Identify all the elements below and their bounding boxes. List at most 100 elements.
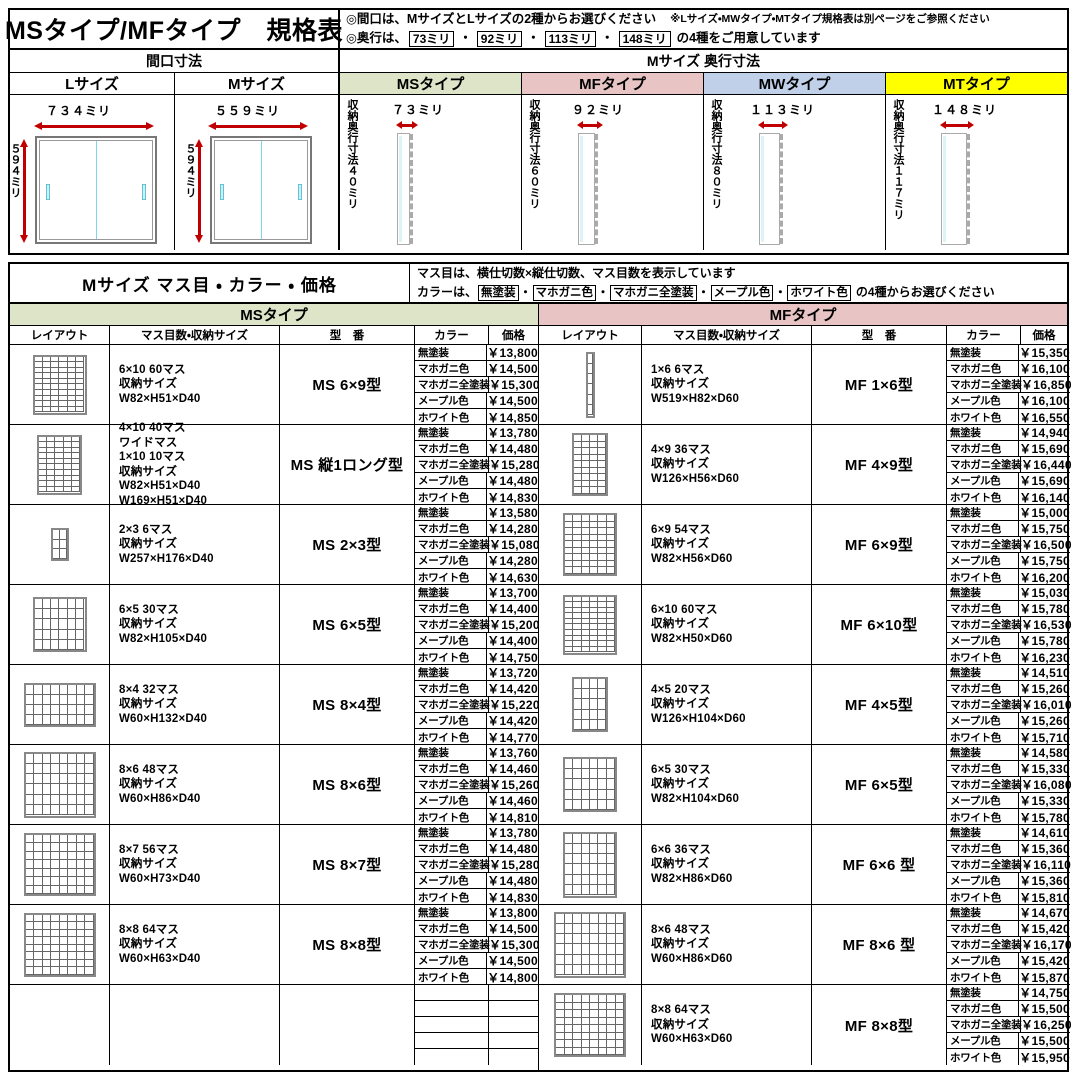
cell-count: 8×7 56マス [119, 843, 180, 856]
table-row[interactable]: 6×9 54マス 収納サイズ W82×H56×D60 MF 6×9型 無塗装 ￥15,00… [539, 505, 1072, 585]
mt-depth-label: １４８ミリ [932, 103, 998, 117]
color-name: ホワイト色 [947, 489, 1020, 505]
price-value: ￥15,780 [1019, 634, 1070, 648]
color-name: ホワイト色 [947, 569, 1020, 585]
layout-diagram [572, 433, 608, 496]
spec-cell: 8×6 48マス 収納サイズ W60×H86×D60 [642, 905, 812, 984]
cell-spec: 6×5 30マス 収納サイズ W82×H105×D40 [119, 603, 207, 647]
color-name: メープル色 [947, 393, 1020, 408]
cell-count: 6×10 60マス [119, 363, 186, 376]
storage-size: W60×H63×D40 [119, 952, 201, 965]
layout-diagram [32, 354, 87, 415]
table-row[interactable]: 8×8 64マス 収納サイズ W60×H63×D40 MS 8×8型 無塗装 ￥13,80… [10, 905, 540, 985]
price-value: ￥16,100 [1019, 394, 1070, 408]
model-number: MF 1×6型 [844, 377, 914, 394]
price-value: ￥14,510 [1019, 666, 1070, 680]
color-price-row: マホガニ色 ￥14,400 [415, 601, 538, 617]
price-value: ￥15,260 [1019, 682, 1070, 696]
table-row[interactable]: 2×3 6マス 収納サイズ W257×H176×D40 MS 2×3型 無塗装 ￥13,5… [10, 505, 540, 585]
table-row[interactable]: 6×10 60マス 収納サイズ W82×H50×D60 MF 6×10型 無塗装 ￥15,… [539, 585, 1072, 665]
spec-cell: 6×5 30マス 収納サイズ W82×H104×D60 [642, 745, 812, 824]
price-value: ￥15,280 [489, 858, 540, 872]
dot-separator: ・ [697, 285, 710, 299]
storage-size: W519×H82×D60 [651, 392, 740, 405]
price-value: ￥13,700 [487, 586, 538, 600]
model-cell: MS 6×5型 [280, 585, 415, 664]
cell-spec: 6×9 54マス 収納サイズ W82×H56×D60 [651, 523, 732, 567]
depth-option-148: 148ミリ [618, 30, 671, 47]
model-number: MF 6×9型 [844, 537, 914, 554]
dot-separator: ・ [527, 31, 540, 45]
spec-cell: 6×5 30マス 収納サイズ W82×H105×D40 [110, 585, 280, 664]
price-value: ￥14,400 [487, 634, 538, 648]
storage-size: W169×H51×D40 [119, 494, 208, 507]
color-name: マホガニ全塗装 [947, 937, 1022, 952]
color-name: マホガニ色 [415, 361, 488, 376]
layout-diagram [23, 751, 96, 818]
color-name: メープル色 [415, 713, 488, 728]
table-row[interactable]: 8×4 32マス 収納サイズ W60×H132×D40 MS 8×4型 無塗装 ￥13,7… [10, 665, 540, 745]
table-row[interactable]: 8×7 56マス 収納サイズ W60×H73×D40 MS 8×7型 無塗装 ￥13,78… [10, 825, 540, 905]
model-cell: MS 縦1ロング型 [280, 425, 415, 504]
color-price-row: 無塗装 ￥13,780 [415, 825, 538, 841]
table-row[interactable]: 6×10 60マス 収納サイズ W82×H51×D40 MS 6×9型 無塗装 ￥13,8… [10, 345, 540, 425]
table-row[interactable]: 8×8 64マス 収納サイズ W60×H63×D60 MF 8×8型 無塗装 ￥14,75… [539, 985, 1072, 1065]
col-header-model-ms: 型 番 [280, 326, 415, 344]
color-name: マホガニ全塗装 [947, 377, 1022, 392]
cell-spec: 8×6 48マス 収納サイズ W60×H86×D40 [119, 763, 200, 807]
color-price-row: 無塗装 ￥13,800 [415, 905, 538, 921]
table-row[interactable]: 1×6 6マス 収納サイズ W519×H82×D60 MF 1×6型 無塗装 ￥15,35… [539, 345, 1072, 425]
price-value: ￥15,350 [1019, 346, 1070, 360]
model-cell: MF 1×6型 [812, 345, 947, 424]
ms-depth-slab [397, 133, 413, 245]
color-name: マホガニ色 [415, 441, 488, 456]
table-row[interactable]: 6×6 36マス 収納サイズ W82×H86×D60 MF 6×6 型 無塗装 ￥14,6… [539, 825, 1072, 905]
color-price-row: マホガニ全塗装 ￥16,250 [947, 1017, 1072, 1033]
model-cell: MF 4×5型 [812, 665, 947, 744]
layout-diagram [563, 513, 617, 576]
layout-cell [539, 665, 642, 744]
color-price-row: ホワイト色 ￥15,810 [947, 889, 1070, 905]
price-value: ￥16,170 [1021, 938, 1072, 952]
model-number: MS 8×6型 [312, 777, 382, 794]
price-value: ￥15,750 [1019, 522, 1070, 536]
color-name: 無塗装 [947, 665, 1020, 680]
table-row[interactable]: 6×5 30マス 収納サイズ W82×H104×D60 MF 6×5型 無塗装 ￥14,5… [539, 745, 1072, 825]
color-name: 無塗装 [415, 825, 488, 840]
table-row[interactable]: 8×6 48マス 収納サイズ W60×H86×D60 MF 8×6 型 無塗装 ￥14,6… [539, 905, 1072, 985]
layout-cell [539, 425, 642, 504]
price-value: ￥14,280 [487, 522, 538, 536]
price-value: ￥15,330 [1019, 794, 1070, 808]
color-name: マホガニ色 [947, 521, 1020, 536]
layout-diagram [563, 594, 617, 655]
color-price-row: マホガニ色 ￥15,260 [947, 681, 1070, 697]
storage-size: W126×H56×D60 [651, 472, 740, 485]
cell-spec: 1×6 6マス 収納サイズ W519×H82×D60 [651, 363, 739, 407]
color-name: メープル色 [947, 873, 1020, 888]
table-row[interactable]: 4×9 36マス 収納サイズ W126×H56×D60 MF 4×9型 無塗装 ￥14,9… [539, 425, 1072, 505]
l-size-height-arrow [20, 139, 28, 243]
color-price-row: メープル色 ￥14,280 [415, 553, 538, 569]
table-row[interactable]: 4×10 40マス ワイドマス 1×10 10マス 収納サイズ W82×H51×D40 W… [10, 422, 540, 507]
color-name: マホガニ全塗装 [947, 617, 1022, 632]
spec-cell: 8×7 56マス 収納サイズ W60×H73×D40 [110, 825, 280, 904]
model-cell: MS 8×6型 [280, 745, 415, 824]
table-row[interactable]: 6×5 30マス 収納サイズ W82×H105×D40 MS 6×5型 無塗装 ￥13,7… [10, 585, 540, 665]
color-price-row: マホガニ全塗装 ￥16,850 [947, 377, 1072, 393]
color-price-row: ホワイト色 ￥14,830 [415, 889, 538, 905]
price-value: ￥16,250 [1021, 1018, 1072, 1032]
price-type-bar: MSタイプ MFタイプ [10, 304, 1067, 326]
size-label: 収納サイズ [119, 378, 178, 391]
color-price-row: マホガニ全塗装 ￥16,500 [947, 537, 1072, 553]
price-value: ￥16,110 [1021, 858, 1072, 872]
table-row[interactable]: 8×6 48マス 収納サイズ W60×H86×D40 MS 8×6型 無塗装 ￥13,76… [10, 745, 540, 825]
cell-count: 6×6 36マス [651, 843, 712, 856]
table-row[interactable]: 4×5 20マス 収納サイズ W126×H104×D60 MF 4×5型 無塗装 ￥14,… [539, 665, 1072, 745]
color-price-row: ホワイト色 ￥16,230 [947, 649, 1070, 665]
model-cell: MF 6×5型 [812, 745, 947, 824]
drawing-l-size: ７３４ミリ ５９４ミリ [9, 95, 175, 250]
price-value [489, 1049, 538, 1065]
size-label: 収納サイズ [119, 858, 178, 871]
color-price-cell: 無塗装 ￥14,940 マホガニ色 ￥15,690 マホガニ全塗装 ￥16,440 メープル… [947, 425, 1072, 505]
table-row[interactable] [10, 985, 538, 1065]
